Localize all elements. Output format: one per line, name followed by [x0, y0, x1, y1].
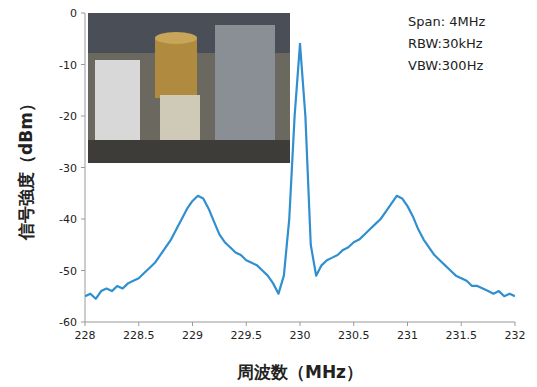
y-tick-label: -60 [59, 316, 77, 329]
x-tick [461, 322, 462, 326]
y-tick [81, 116, 85, 117]
photo-bg [88, 13, 290, 163]
x-tick [353, 322, 354, 326]
annotation: VBW:300Hz [408, 58, 483, 73]
spectrum-line [85, 44, 515, 299]
plot-area [85, 44, 515, 299]
x-tick [246, 322, 247, 326]
y-tick-label: -40 [59, 213, 77, 226]
photo-rack [215, 25, 275, 145]
y-tick-label: -10 [59, 59, 77, 72]
y-axis-label: 信号強度（dBm） [16, 95, 36, 241]
x-axis-label: 周波数（MHz） [236, 362, 363, 382]
photo-cylinder-top [155, 32, 197, 44]
x-tick [515, 322, 516, 326]
x-tick-label: 228.5 [123, 329, 155, 342]
x-tick [192, 322, 193, 326]
x-tick-label: 231 [397, 329, 418, 342]
y-tick [81, 270, 85, 271]
x-tick-label: 228 [75, 329, 96, 342]
y-tick [81, 322, 85, 323]
x-tick-label: 232 [505, 329, 526, 342]
y-tick-label: -50 [59, 265, 77, 278]
x-tick-label: 230 [290, 329, 311, 342]
x-tick-label: 229.5 [231, 329, 263, 342]
y-tick [81, 13, 85, 14]
x-tick [85, 322, 86, 326]
y-tick-label: 0 [70, 7, 77, 20]
y-tick-label: -30 [59, 162, 77, 175]
annotation: RBW:30kHz [408, 36, 483, 51]
x-tick [300, 322, 301, 326]
x-tick-label: 231.5 [446, 329, 478, 342]
photo-cylinder [155, 38, 197, 98]
x-tick [138, 322, 139, 326]
annotation: Span: 4MHz [408, 14, 485, 29]
y-tick [81, 64, 85, 65]
y-tick [81, 219, 85, 220]
chart: 0 -10 -20 -30 -40 -50 -60228 228.5 229 229.5 230 23… [0, 0, 537, 387]
x-tick-label: 229 [182, 329, 203, 342]
photo-equipment [95, 60, 140, 140]
y-tick-label: -20 [59, 110, 77, 123]
x-tick-label: 230.5 [338, 329, 370, 342]
y-tick [81, 167, 85, 168]
photo-table [88, 140, 290, 163]
inset-photo [88, 13, 290, 163]
x-tick [407, 322, 408, 326]
